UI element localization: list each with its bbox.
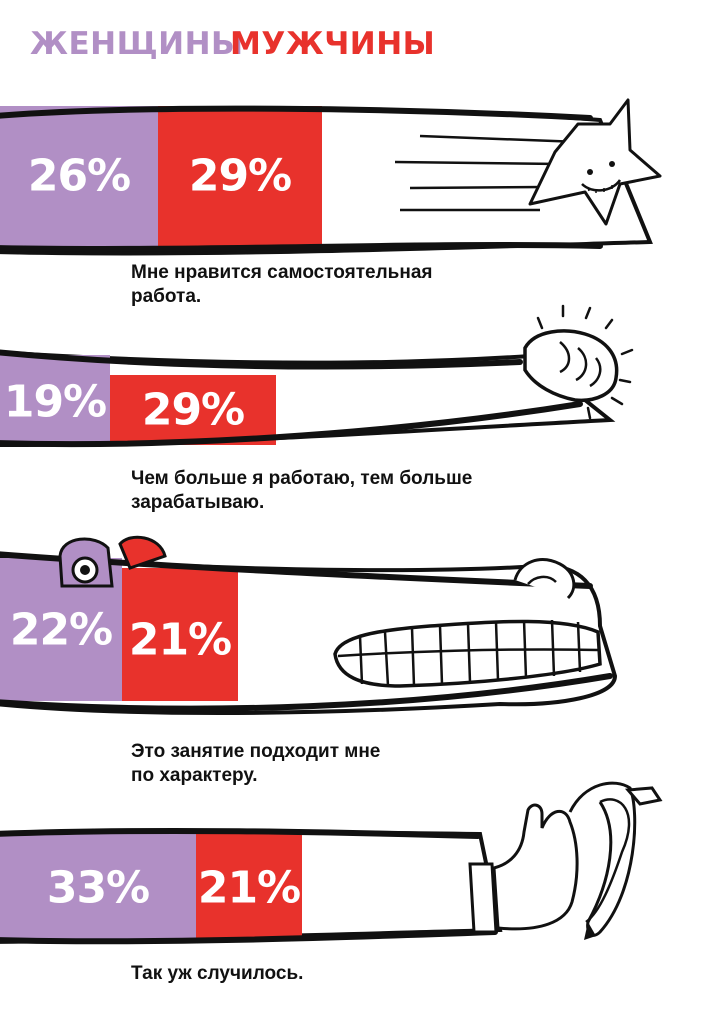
pct-women-3: 22%: [9, 604, 113, 656]
banana-hand-icon: [0, 781, 663, 945]
caption-2: Чем больше я работаю, тем больше зарабат…: [131, 467, 551, 515]
caption-2-line-2: зарабатываю.: [131, 492, 265, 513]
pct-women-1: 26%: [27, 150, 131, 202]
bar-row-2: 19% 29%: [0, 300, 705, 460]
bar-women-2: [0, 355, 110, 445]
caption-4-line-1: Так уж случилось.: [131, 963, 304, 984]
bar-row-1: 26% 29%: [0, 92, 705, 262]
pct-men-4: 21%: [197, 862, 301, 914]
bar-row-3: 22% 21%: [0, 526, 705, 736]
star-icon: [0, 98, 662, 256]
pct-women-2: 19%: [3, 376, 107, 428]
caption-2-line-1: Чем больше я работаю, тем больше: [131, 468, 473, 489]
bar-row-4: 33% 21%: [0, 772, 705, 972]
bar-women-1: [0, 106, 158, 246]
pct-men-2: 29%: [141, 384, 245, 436]
caption-4: Так уж случилось.: [131, 962, 551, 986]
caption-3: Это занятие подходит мне по характеру.: [131, 740, 551, 788]
caption-3-line-1: Это занятие подходит мне: [131, 741, 381, 762]
fist-icon: [0, 304, 634, 448]
caption-1: Мне нравится самостоятельная работа.: [131, 261, 551, 309]
bar-men-1: [158, 106, 322, 246]
caption-1-line-2: работа.: [131, 286, 202, 307]
bar-men-2: [110, 375, 276, 445]
caption-1-line-1: Мне нравится самостоятельная: [131, 262, 433, 283]
caption-3-line-2: по характеру.: [131, 765, 258, 786]
pct-men-1: 29%: [188, 150, 292, 202]
legend-men: МУЖЧИНЫ: [230, 26, 436, 62]
pct-men-3: 21%: [128, 614, 232, 666]
bar-women-4: [0, 834, 196, 940]
legend-women: ЖЕНЩИНЫ: [30, 26, 244, 62]
bar-men-3: [122, 568, 238, 701]
pct-women-4: 33%: [46, 862, 150, 914]
crocodile-icon: [0, 535, 618, 715]
bar-men-4: [196, 834, 302, 940]
